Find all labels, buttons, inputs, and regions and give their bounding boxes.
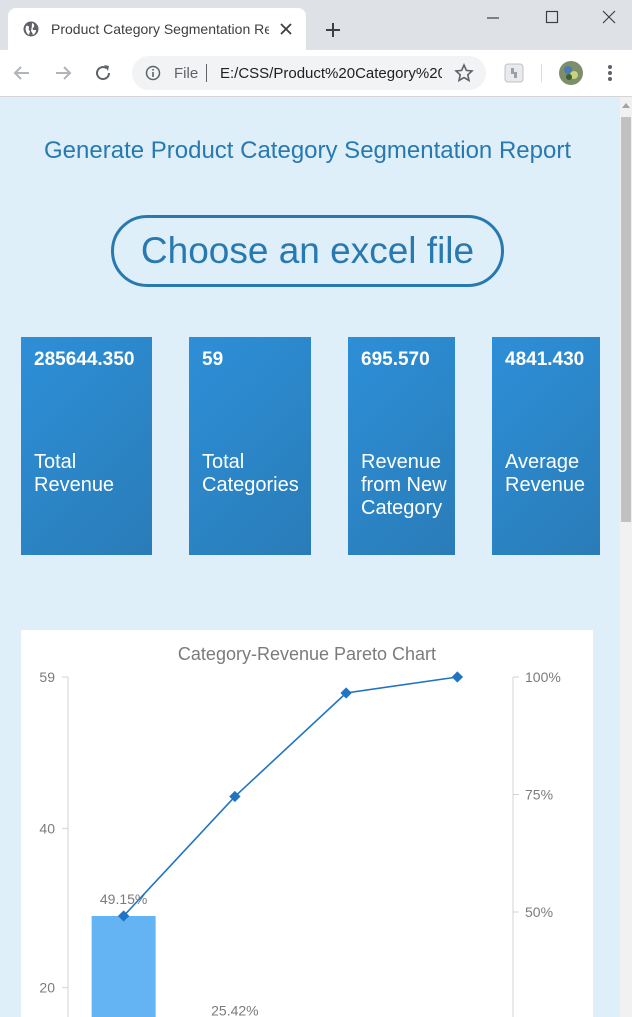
page-title: Generate Product Category Segmentation R… <box>44 137 571 164</box>
right-tick-label: 100% <box>525 669 561 685</box>
left-tick-label: 20 <box>39 980 55 996</box>
scroll-up-arrow-icon[interactable] <box>622 102 630 108</box>
close-tab-icon[interactable] <box>279 22 293 36</box>
toolbar-divider <box>541 64 542 82</box>
bar-data-label: 25.42% <box>211 1003 258 1017</box>
profile-avatar[interactable] <box>559 61 583 85</box>
kebab-menu-icon[interactable] <box>602 63 618 83</box>
reload-icon[interactable] <box>93 63 113 83</box>
minimize-icon[interactable] <box>484 8 502 26</box>
right-tick-label: 50% <box>525 904 553 920</box>
total-categories-card: 59 Total Categories <box>189 337 311 555</box>
new-category-revenue-card: 695.570 Revenue from New Category <box>348 337 455 555</box>
page-content: Generate Product Category Segmentation R… <box>0 97 620 1017</box>
tab-title: Product Category Segmentation Report <box>51 21 269 37</box>
pareto-chart-panel: Category-Revenue Pareto Chart 20405925%5… <box>21 630 593 1017</box>
total-revenue-value: 285644.350 <box>34 349 135 370</box>
close-window-icon[interactable] <box>600 8 618 26</box>
info-icon[interactable] <box>145 65 161 81</box>
scrollbar-thumb[interactable] <box>621 117 631 522</box>
choose-excel-file-button[interactable]: Choose an excel file <box>111 215 504 287</box>
total-categories-label: Total Categories <box>202 451 299 496</box>
right-tick-label: 75% <box>525 787 553 803</box>
cumulative-line <box>123 676 458 917</box>
cumulative-point <box>451 671 464 683</box>
maximize-icon[interactable] <box>543 8 561 26</box>
bookmark-star-icon[interactable] <box>454 63 474 83</box>
total-categories-value: 59 <box>202 349 224 370</box>
url-separator <box>206 64 207 82</box>
chart-title: Category-Revenue Pareto Chart <box>177 644 437 664</box>
new-category-revenue-value: 695.570 <box>361 349 430 370</box>
forward-arrow-icon[interactable] <box>53 63 73 83</box>
vertical-scrollbar[interactable] <box>620 97 632 1017</box>
total-revenue-card: 285644.350 Total Revenue <box>21 337 152 555</box>
average-revenue-label: Average Revenue <box>505 451 586 496</box>
new-tab-icon[interactable] <box>324 21 342 39</box>
new-category-revenue-label: Revenue from New Category <box>361 451 447 519</box>
address-bar[interactable]: File E:/CSS/Product%20Category%20Segment… <box>132 56 486 90</box>
left-tick-label: 59 <box>39 669 55 685</box>
extension-icon[interactable] <box>504 63 524 83</box>
url-scheme-label: File <box>174 65 199 82</box>
average-revenue-value: 4841.430 <box>505 349 585 370</box>
url-text[interactable]: E:/CSS/Product%20Category%20Segmentation… <box>220 65 442 82</box>
globe-icon <box>23 21 39 37</box>
total-revenue-label: Total Revenue <box>34 451 115 496</box>
average-revenue-card: 4841.430 Average Revenue <box>492 337 600 555</box>
pareto-chart: 20405925%50%75%100%49.15%25.42%22.03% <box>39 669 561 1017</box>
browser-tab[interactable]: Product Category Segmentation Report <box>8 8 306 50</box>
tab-strip: Product Category Segmentation Report <box>0 0 632 50</box>
back-arrow-icon[interactable] <box>12 63 32 83</box>
left-tick-label: 40 <box>39 820 55 836</box>
pareto-bar <box>91 915 156 1017</box>
cumulative-point <box>229 790 241 803</box>
browser-toolbar: File E:/CSS/Product%20Category%20Segment… <box>0 50 632 97</box>
